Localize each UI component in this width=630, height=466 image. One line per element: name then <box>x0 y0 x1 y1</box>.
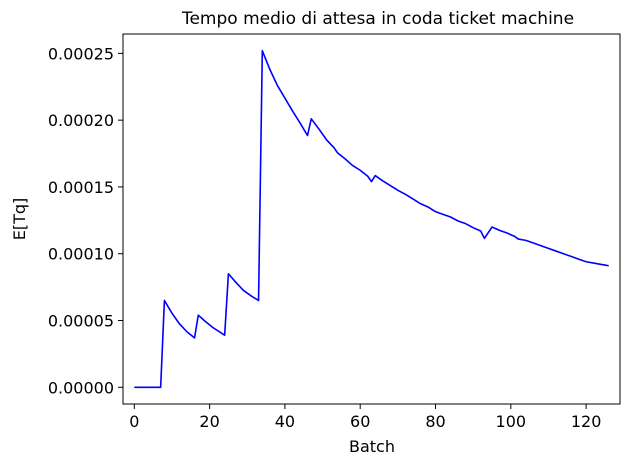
series-line <box>134 49 609 389</box>
ticks: 0 20 40 60 80 100 120 0.00000 0.00005 0.00010 0.00… <box>48 44 602 431</box>
y-tick-label: 0.00025 <box>48 44 114 63</box>
y-tick-label: 0.00015 <box>48 178 114 197</box>
y-tick-label: 0.00020 <box>48 111 114 130</box>
y-tick-label: 0.00005 <box>48 312 114 331</box>
y-tick-label: 0.00000 <box>48 378 114 397</box>
x-axis-label: Batch <box>349 437 395 456</box>
x-tick-label: 80 <box>425 412 445 431</box>
plot-frame <box>122 33 621 405</box>
y-axis-label: E[Tq] <box>10 198 29 241</box>
x-tick-label: 100 <box>496 412 527 431</box>
chart-title: Tempo medio di attesa in coda ticket mac… <box>181 9 574 29</box>
x-tick-label: 20 <box>199 412 219 431</box>
x-tick-label: 60 <box>350 412 370 431</box>
series <box>134 49 609 389</box>
x-tick-label: 40 <box>275 412 295 431</box>
axes <box>122 33 621 405</box>
y-tick-label: 0.00010 <box>48 245 114 264</box>
x-tick-label: 120 <box>571 412 602 431</box>
x-tick-label: 0 <box>129 412 139 431</box>
